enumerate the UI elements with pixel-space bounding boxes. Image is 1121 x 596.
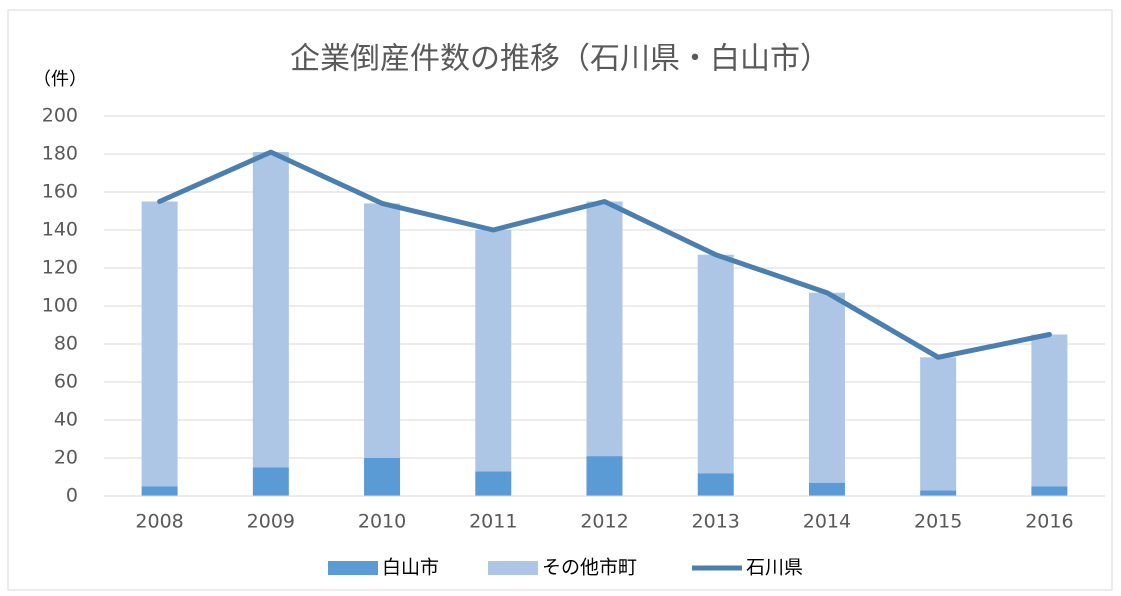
bar [364, 203, 401, 458]
bar [697, 473, 734, 496]
y-tick-label: 200 [42, 105, 78, 127]
bar [1031, 334, 1068, 487]
bar [586, 456, 623, 496]
x-tick-label: 2012 [580, 511, 628, 533]
legend-label: 石川県 [746, 557, 803, 579]
y-tick-label: 0 [66, 485, 78, 507]
y-tick-label: 40 [54, 409, 78, 431]
bar [920, 490, 957, 496]
bar [364, 458, 401, 496]
bar [141, 201, 178, 487]
bar [586, 201, 623, 457]
bar [252, 467, 289, 496]
y-tick-label: 80 [54, 333, 78, 355]
x-tick-label: 2009 [247, 511, 295, 533]
x-tick-label: 2011 [469, 511, 517, 533]
chart-title: 企業倒産件数の推移（石川県・白山市） [290, 42, 830, 77]
bar [1031, 486, 1068, 496]
y-tick-label: 100 [42, 295, 78, 317]
legend-swatch [328, 561, 378, 575]
bar [697, 254, 734, 474]
x-tick-label: 2008 [135, 511, 183, 533]
x-tick-label: 2014 [803, 511, 851, 533]
line [157, 149, 1052, 360]
y-tick-label: 140 [42, 219, 78, 241]
bar [141, 486, 178, 496]
y-tick-label: 160 [42, 181, 78, 203]
legend-label: 白山市 [382, 557, 439, 579]
bar [808, 482, 845, 496]
legend-label: その他市町 [542, 557, 637, 579]
bar [252, 152, 289, 468]
x-tick-label: 2013 [692, 511, 740, 533]
y-tick-label: 20 [54, 447, 78, 469]
bar [920, 357, 957, 491]
x-tick-label: 2016 [1025, 511, 1073, 533]
y-tick-label: 180 [42, 143, 78, 165]
bar [475, 230, 512, 472]
bar [475, 471, 512, 496]
legend-swatch [488, 561, 538, 575]
y-tick-label: 60 [54, 371, 78, 393]
y-tick-label: 120 [42, 257, 78, 279]
x-tick-label: 2015 [914, 511, 962, 533]
bar [808, 292, 845, 483]
y-axis-label: （件） [33, 69, 87, 90]
x-tick-label: 2010 [358, 511, 406, 533]
